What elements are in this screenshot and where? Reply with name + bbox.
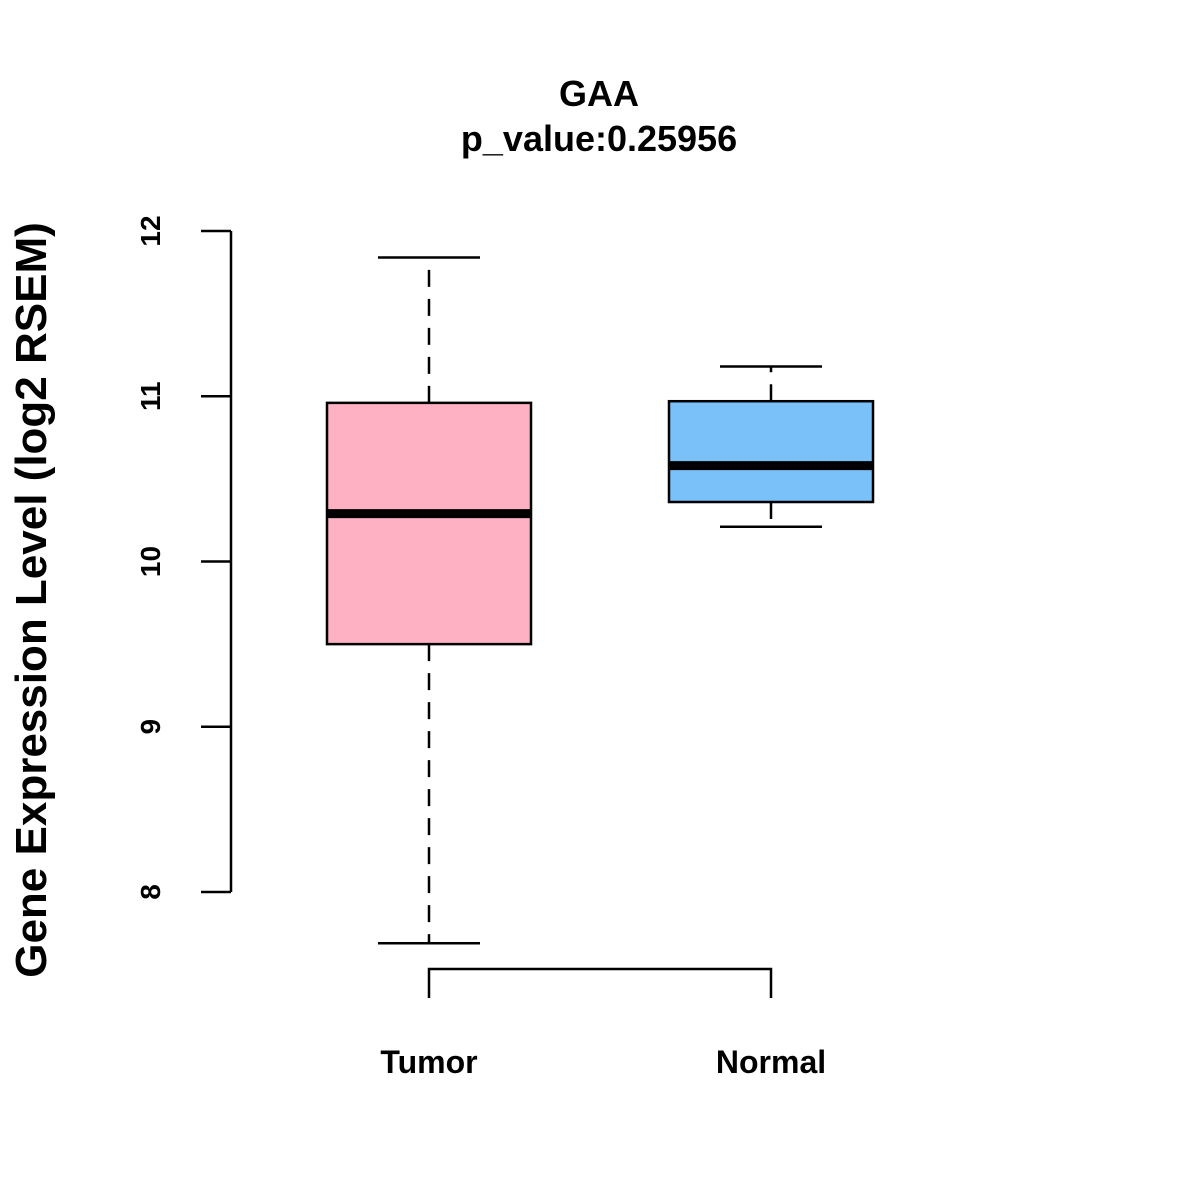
y-axis-label: Gene Expression Level (log2 RSEM) (7, 222, 56, 978)
iqr-box (667, 399, 875, 504)
category-label-tumor: Tumor (380, 1044, 477, 1080)
y-tick-label: 9 (135, 719, 166, 735)
iqr-box (325, 401, 533, 646)
y-tick-label: 11 (135, 381, 166, 411)
boxes (325, 256, 875, 945)
box-tumor (325, 256, 533, 945)
y-axis: 8 9 10 11 12 (135, 215, 233, 900)
y-tick-label: 8 (135, 884, 166, 900)
bracket-line (427, 967, 773, 998)
chart-title: GAA (559, 73, 639, 114)
chart-subtitle: p_value:0.25956 (461, 118, 737, 159)
category-label-normal: Normal (716, 1044, 826, 1080)
comparison-bracket (427, 967, 773, 998)
category-labels: Tumor Normal (380, 1044, 826, 1080)
box-normal (667, 365, 875, 529)
y-tick-label: 12 (135, 215, 166, 246)
y-tick-label: 10 (135, 546, 166, 577)
